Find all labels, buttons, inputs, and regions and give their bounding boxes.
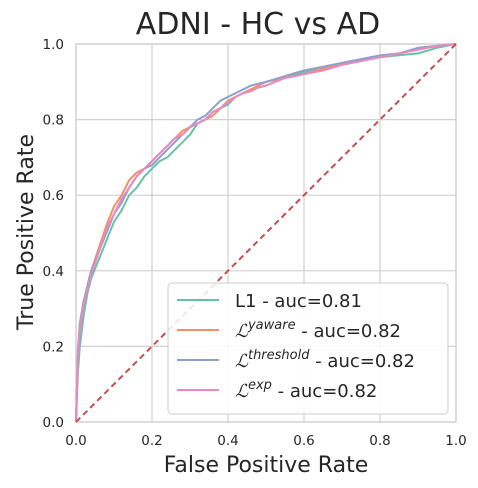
y-tick-label: 1.0 xyxy=(43,37,64,53)
y-tick-label: 0.2 xyxy=(43,339,64,355)
y-tick-label: 0.8 xyxy=(43,113,64,129)
legend-label: L1 - auc=0.81 xyxy=(235,291,362,312)
x-tick-label: 0.0 xyxy=(65,433,86,449)
legend-label: ℒexp - auc=0.82 xyxy=(235,378,377,402)
plot-frame xyxy=(75,43,457,423)
x-axis-label: False Positive Rate xyxy=(164,453,368,478)
chart-title: ADNI - HC vs AD xyxy=(136,7,380,42)
y-tick-label: 0.6 xyxy=(43,188,64,204)
series-line-4 xyxy=(75,43,457,423)
legend-label: ℒyaware - auc=0.82 xyxy=(235,318,401,342)
legend-box xyxy=(167,282,449,415)
y-tick-label: 0.0 xyxy=(43,415,64,431)
x-tick-label: 0.2 xyxy=(141,433,162,449)
y-tick-label: 0.4 xyxy=(43,264,64,280)
legend-label: ℒthreshold - auc=0.82 xyxy=(235,348,415,372)
x-tick-label: 0.8 xyxy=(369,433,390,449)
x-tick-label: 0.4 xyxy=(217,433,238,449)
x-tick-label: 0.6 xyxy=(293,433,314,449)
y-axis-label: True Positive Rate xyxy=(14,134,39,331)
x-tick-label: 1.0 xyxy=(445,433,466,449)
legend: L1 - auc=0.81 ℒyaware - auc=0.82 ℒthreshol… xyxy=(167,282,449,415)
